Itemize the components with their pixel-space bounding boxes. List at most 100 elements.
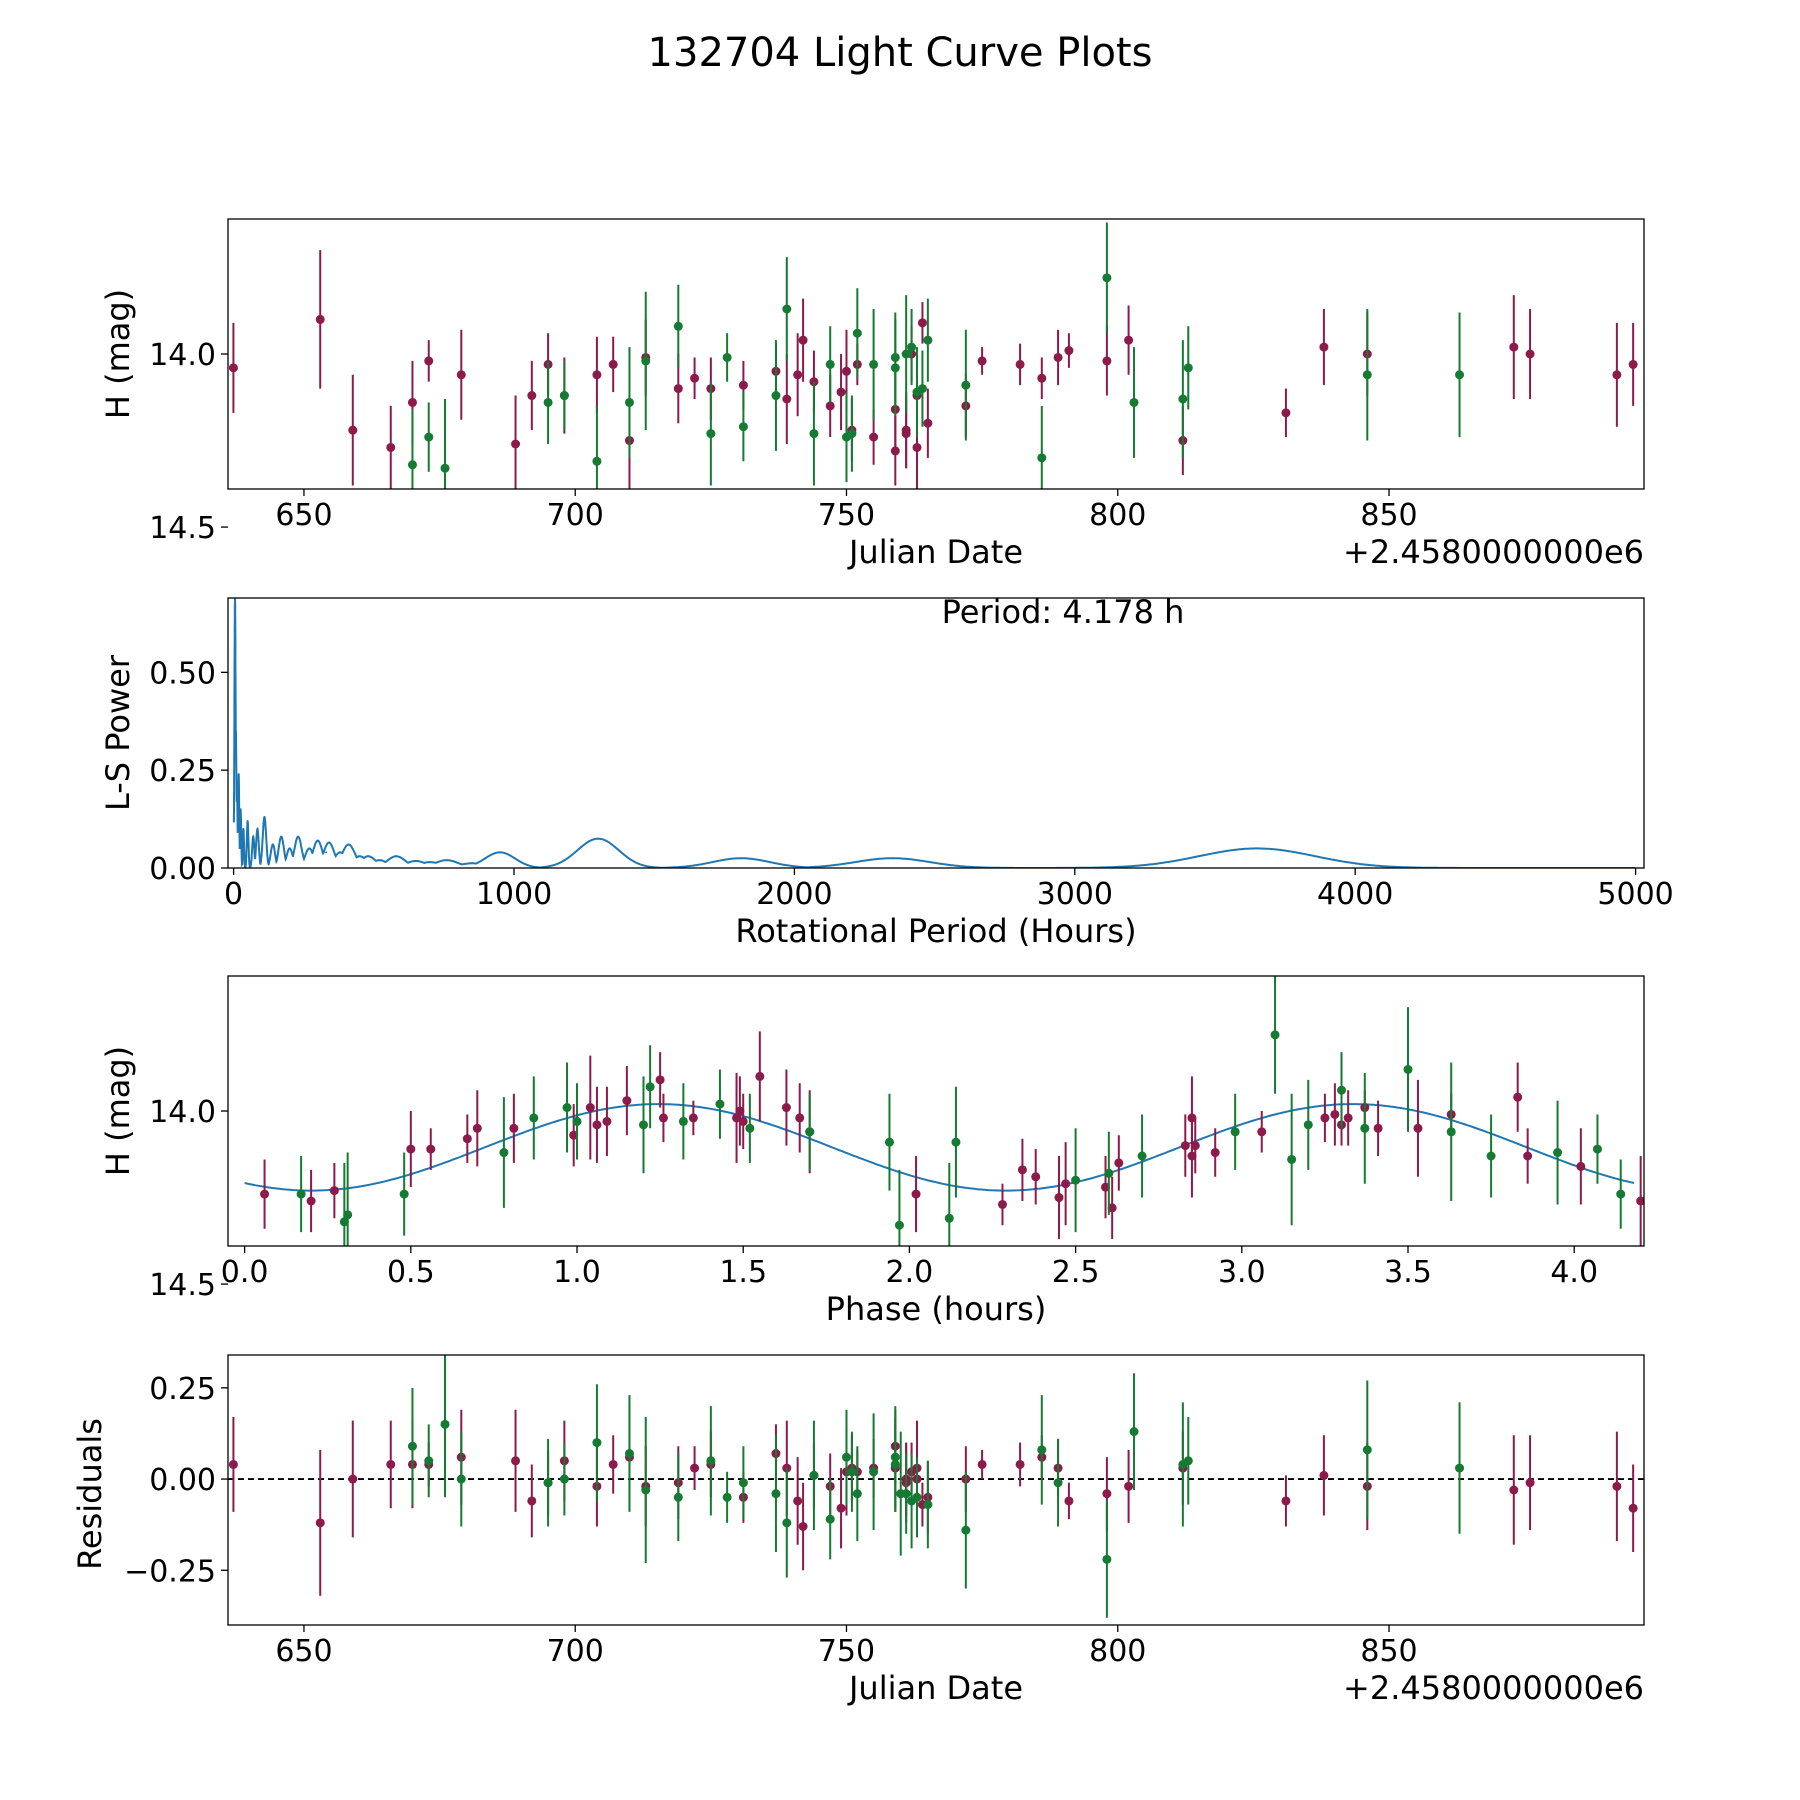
data-point bbox=[315, 314, 325, 324]
data-point bbox=[798, 1521, 808, 1531]
data-point bbox=[923, 1500, 933, 1510]
data-point bbox=[847, 429, 857, 439]
data-point bbox=[825, 359, 835, 369]
power-peak bbox=[280, 835, 283, 838]
data-point bbox=[907, 342, 917, 352]
power-peak bbox=[395, 855, 398, 858]
power-peak bbox=[235, 788, 238, 791]
data-point bbox=[1525, 349, 1535, 359]
power-peak bbox=[252, 835, 255, 838]
data-point bbox=[771, 1489, 781, 1499]
data-point bbox=[890, 352, 900, 362]
data-point bbox=[745, 1123, 755, 1133]
data-point bbox=[1183, 363, 1193, 373]
data-point bbox=[690, 373, 700, 383]
data-point bbox=[738, 422, 748, 432]
data-point bbox=[1362, 1445, 1372, 1455]
power-peak bbox=[288, 847, 291, 850]
x-tick-label: 2000 bbox=[756, 877, 832, 912]
x-tick-label: 750 bbox=[818, 498, 875, 533]
data-point bbox=[836, 387, 846, 397]
power-peak bbox=[246, 820, 249, 823]
data-point bbox=[638, 1120, 648, 1130]
data-point bbox=[1124, 1481, 1134, 1491]
x-tick-label: 3.0 bbox=[1218, 1255, 1266, 1290]
data-point bbox=[1616, 1189, 1626, 1199]
data-point bbox=[527, 391, 537, 401]
data-point bbox=[1320, 1113, 1330, 1123]
data-point bbox=[1053, 352, 1063, 362]
power-peak bbox=[414, 859, 417, 862]
data-point bbox=[529, 1113, 539, 1123]
data-point bbox=[1137, 1151, 1147, 1161]
figure-title: 132704 Light Curve Plots bbox=[648, 30, 1153, 76]
data-point bbox=[527, 1496, 537, 1506]
data-point bbox=[706, 429, 716, 439]
data-point bbox=[1513, 1092, 1523, 1102]
data-point bbox=[1270, 1030, 1280, 1040]
power-peak bbox=[263, 816, 266, 819]
data-point bbox=[1281, 1496, 1291, 1506]
y-tick-label: 0.50 bbox=[149, 656, 216, 691]
data-point bbox=[1071, 1175, 1081, 1185]
data-point bbox=[841, 366, 851, 376]
residuals-marks bbox=[228, 1355, 1644, 1618]
residuals-xlabel: Julian Date bbox=[847, 1669, 1023, 1707]
data-point bbox=[1373, 1123, 1383, 1133]
data-point bbox=[424, 432, 434, 442]
x-tick-label: 2.0 bbox=[886, 1255, 934, 1290]
data-point bbox=[1446, 1127, 1456, 1137]
data-point bbox=[798, 335, 808, 345]
data-point bbox=[782, 304, 792, 314]
data-point bbox=[1183, 1456, 1193, 1466]
data-point bbox=[315, 1518, 325, 1528]
power-peak bbox=[445, 859, 448, 862]
lightcurve-marks bbox=[228, 222, 1638, 489]
data-point bbox=[462, 1134, 472, 1144]
phased-ticks: 0.0 0.5 1.0 1.5 2.0 2.5 3.0 3.5 4.0 14.5 14.0 bbox=[149, 1095, 1598, 1303]
power-peak bbox=[428, 861, 431, 864]
data-point bbox=[343, 1210, 353, 1220]
data-point bbox=[569, 1130, 579, 1140]
data-point bbox=[1612, 1481, 1622, 1491]
data-point bbox=[1281, 408, 1291, 418]
data-point bbox=[499, 1148, 509, 1158]
data-point bbox=[917, 318, 927, 328]
power-peak bbox=[297, 835, 300, 838]
data-point bbox=[1330, 1109, 1340, 1119]
y-tick-label: 14.5 bbox=[149, 511, 216, 546]
data-point bbox=[1628, 1503, 1638, 1513]
data-point bbox=[1230, 1127, 1240, 1137]
data-point bbox=[901, 1489, 911, 1499]
data-point bbox=[1612, 370, 1622, 380]
data-point bbox=[1455, 370, 1465, 380]
data-point bbox=[755, 1071, 765, 1081]
data-point bbox=[738, 1478, 748, 1488]
x-tick-label: 0.5 bbox=[387, 1255, 435, 1290]
y-tick-label: 0.25 bbox=[149, 1372, 216, 1407]
data-point bbox=[572, 1116, 582, 1126]
lightcurve-offset: +2.4580000000e6 bbox=[1343, 533, 1644, 571]
data-point bbox=[1287, 1154, 1297, 1164]
data-point bbox=[869, 432, 879, 442]
power-peak bbox=[891, 857, 894, 860]
x-tick-label: 4.0 bbox=[1550, 1255, 1598, 1290]
data-point bbox=[673, 1492, 683, 1502]
data-point bbox=[406, 1144, 416, 1154]
power-peak bbox=[597, 837, 600, 840]
data-point bbox=[543, 1478, 553, 1488]
data-point bbox=[1525, 1478, 1535, 1488]
power-peak bbox=[308, 847, 311, 850]
data-point bbox=[825, 1514, 835, 1524]
power-peak bbox=[378, 859, 381, 862]
data-point bbox=[1343, 1113, 1353, 1123]
data-point bbox=[608, 359, 618, 369]
data-point bbox=[917, 384, 927, 394]
data-point bbox=[977, 356, 987, 366]
data-point bbox=[706, 1456, 716, 1466]
data-point bbox=[1037, 373, 1047, 383]
data-point bbox=[1319, 342, 1329, 352]
data-point bbox=[1403, 1064, 1413, 1074]
power-peak bbox=[740, 857, 743, 860]
